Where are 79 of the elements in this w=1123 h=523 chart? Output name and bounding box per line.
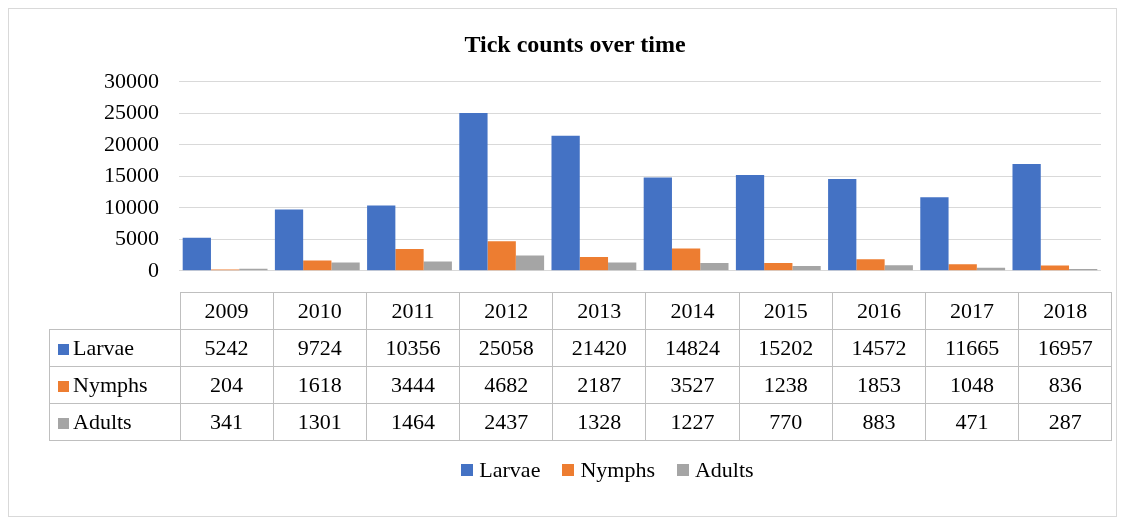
data-label: 1227 xyxy=(645,403,740,441)
text: Adults xyxy=(694,457,754,482)
data-label: 287 xyxy=(1018,403,1112,441)
bar xyxy=(764,263,793,271)
bar xyxy=(303,260,332,271)
y-tick-label: 5000 xyxy=(115,225,159,251)
bar xyxy=(792,265,821,271)
data-label: 2187 xyxy=(552,366,646,404)
data-label: 1853 xyxy=(832,366,926,404)
bar xyxy=(487,241,516,271)
chart-title: Tick counts over time xyxy=(464,30,686,57)
bar xyxy=(643,177,672,271)
data-label: 4682 xyxy=(459,366,553,404)
data-label: 14824 xyxy=(645,329,740,367)
bar xyxy=(551,135,580,271)
data-label: 21420 xyxy=(552,329,646,367)
data-label: 1238 xyxy=(739,366,833,404)
bar xyxy=(856,259,885,271)
text: Nymphs xyxy=(580,457,655,482)
x-tick-label: 2009 xyxy=(180,292,274,330)
bar xyxy=(920,197,949,271)
data-label: 3527 xyxy=(645,366,740,404)
x-tick-label: 2014 xyxy=(645,292,740,330)
x-tick-label: 2013 xyxy=(552,292,646,330)
data-label: 16957 xyxy=(1018,329,1112,367)
data-label: 11665 xyxy=(925,329,1019,367)
data-label: 471 xyxy=(925,403,1019,441)
data-label: 14572 xyxy=(832,329,926,367)
bar xyxy=(579,257,609,271)
data-label: 2437 xyxy=(459,403,553,441)
data-label: 1048 xyxy=(925,366,1019,404)
bar xyxy=(182,237,211,271)
x-tick-label: 2011 xyxy=(366,292,460,330)
bar xyxy=(948,264,977,271)
data-label: 15202 xyxy=(739,329,833,367)
x-tick-label: 2017 xyxy=(925,292,1019,330)
data-label: 341 xyxy=(180,403,274,441)
bar xyxy=(1012,163,1041,271)
bar xyxy=(395,249,424,271)
bar xyxy=(459,112,488,271)
data-label: 770 xyxy=(739,403,833,441)
bar xyxy=(423,261,452,271)
data-label: 1464 xyxy=(366,403,460,441)
y-tick-label: 0 xyxy=(148,256,159,282)
x-tick-label: 2016 xyxy=(832,292,926,330)
y-tick-label: 20000 xyxy=(104,130,159,156)
y-tick-label: 25000 xyxy=(104,99,159,125)
data-label: 10356 xyxy=(366,329,460,367)
bar xyxy=(367,205,396,271)
legend-label: Nymphs xyxy=(73,372,148,397)
x-tick-label: 2018 xyxy=(1018,292,1112,330)
data-label: 1618 xyxy=(273,366,367,404)
data-label: 3444 xyxy=(366,366,460,404)
bar xyxy=(828,179,857,271)
bar xyxy=(884,265,913,271)
y-tick-label: 15000 xyxy=(104,162,159,188)
data-label: 25058 xyxy=(459,329,553,367)
bar xyxy=(700,263,729,271)
data-label: 1301 xyxy=(273,403,367,441)
bar xyxy=(608,262,637,271)
bar xyxy=(735,175,765,271)
bar xyxy=(515,255,545,271)
data-label: 5242 xyxy=(180,329,274,367)
data-label: 883 xyxy=(832,403,926,441)
legend-label: Adults xyxy=(73,409,132,434)
data-label: 836 xyxy=(1018,366,1112,404)
data-label: 9724 xyxy=(273,329,367,367)
y-tick-label: 30000 xyxy=(104,67,159,93)
data-label: 1328 xyxy=(552,403,646,441)
x-tick-label: 2012 xyxy=(459,292,553,330)
x-tick-label: 2015 xyxy=(739,292,833,330)
data-label: 204 xyxy=(180,366,274,404)
text: Larvae xyxy=(479,457,541,482)
legend-label: Larvae xyxy=(73,335,135,360)
bar xyxy=(274,209,304,271)
bar xyxy=(331,262,360,271)
x-tick-label: 2010 xyxy=(273,292,367,330)
bar xyxy=(671,248,701,271)
y-tick-label: 10000 xyxy=(104,193,159,219)
